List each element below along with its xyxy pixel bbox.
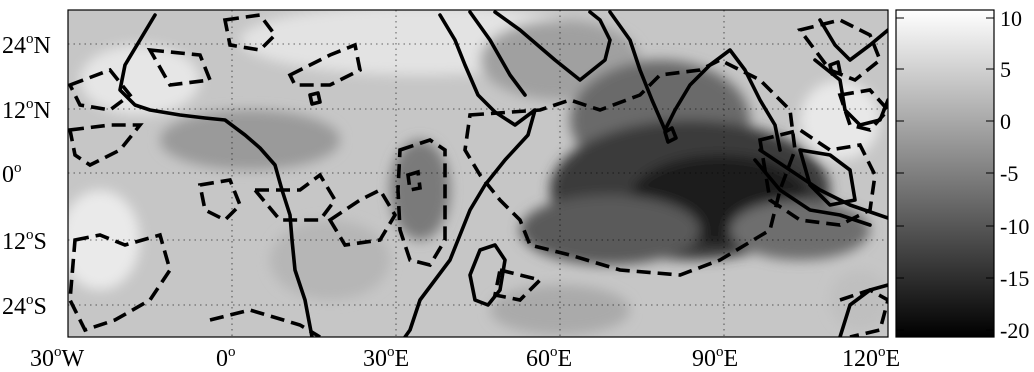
map-frame xyxy=(67,9,889,338)
colorbar-gradient xyxy=(895,9,995,338)
colorbar-tick-label: -20 xyxy=(1000,318,1029,343)
colorbar-tick-label: -10 xyxy=(1000,214,1029,239)
lat-label: 0o xyxy=(2,160,22,188)
colorbar-tick-label: -5 xyxy=(1000,161,1018,186)
coastlines xyxy=(118,10,888,337)
lon-label: 120oE xyxy=(842,344,900,372)
lat-label: 12oS xyxy=(2,227,47,255)
lat-label: 12oN xyxy=(2,96,51,124)
colorbar-tick-label: 10 xyxy=(1000,6,1022,31)
colorbar-tick-label: -15 xyxy=(1000,266,1029,291)
longitude-labels: 30oW 0o 30oE 60oE 90oE 120oE xyxy=(30,344,900,372)
colorbar-tick-label: 0 xyxy=(1000,109,1011,134)
latitude-labels: 24oN 12oN 0o 12oS 24oS xyxy=(2,31,51,320)
lon-label: 30oE xyxy=(363,344,409,372)
lon-label: 60oE xyxy=(526,344,572,372)
colorbar-ticks xyxy=(896,17,994,331)
graticule xyxy=(68,10,888,337)
lat-label: 24oS xyxy=(2,292,47,320)
colorbar: 10 5 0 -5 -10 -15 -20 xyxy=(895,6,1029,343)
colorbar-tick-label: 5 xyxy=(1000,57,1011,82)
anomaly-field xyxy=(68,10,888,337)
lon-label: 30oW xyxy=(30,344,85,372)
lon-label: 0o xyxy=(216,344,236,372)
lon-label: 90oE xyxy=(692,344,738,372)
lat-label: 24oN xyxy=(2,31,51,59)
